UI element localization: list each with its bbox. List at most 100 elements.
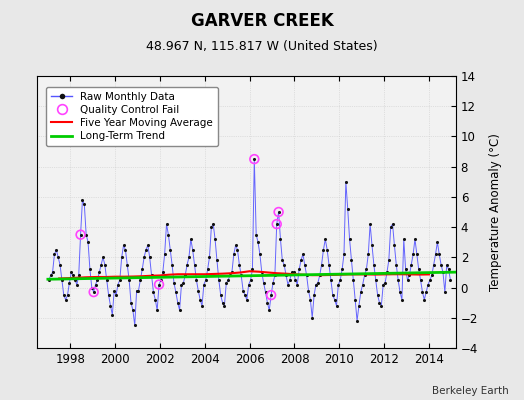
Point [336,277,344,283]
Point [56,262,64,268]
Point [71,277,79,283]
Point [246,277,255,283]
Point [422,289,430,295]
Point [133,287,141,294]
Point [224,277,232,283]
Point [323,246,331,253]
Point [117,254,126,260]
Text: GARVER CREEK: GARVER CREEK [191,12,333,30]
Point [374,292,382,298]
Point [405,272,413,279]
Point [248,266,257,273]
Point [114,281,122,288]
Point [377,302,386,309]
Point [241,292,249,298]
Point [78,197,86,203]
Point [101,262,109,268]
Point [74,272,83,279]
Point [245,281,253,288]
Point [433,239,442,246]
Text: Berkeley Earth: Berkeley Earth [432,386,508,396]
Point [275,209,283,215]
Point [319,246,328,253]
Point [420,296,429,303]
Point [299,251,307,258]
Point [379,281,387,288]
Point [82,232,90,238]
Point [357,289,365,295]
Point [52,246,60,253]
Point [381,280,389,286]
Point [209,221,217,227]
Point [172,289,180,295]
Point [119,242,128,248]
Point [190,262,199,268]
Point [110,287,118,294]
Point [396,289,404,295]
Point [219,300,227,306]
Point [134,287,143,294]
Point [295,266,303,273]
Point [155,281,163,288]
Point [189,246,197,253]
Point [108,312,116,318]
Point [73,281,81,288]
Point [91,281,100,288]
Point [192,277,201,283]
Point [136,277,145,283]
Point [325,262,333,268]
Point [125,277,133,283]
Point [232,242,240,248]
Point [431,251,440,258]
Point [77,232,85,238]
Point [403,277,412,283]
Point [215,277,223,283]
Point [388,221,397,227]
Point [95,269,103,276]
Text: 48.967 N, 115.817 W (United States): 48.967 N, 115.817 W (United States) [146,40,378,53]
Point [288,269,296,276]
Point [334,281,343,288]
Point [291,277,300,283]
Point [200,281,208,288]
Point [160,251,169,258]
Point [256,251,264,258]
Point [326,277,335,283]
Point [385,257,393,264]
Point [239,287,247,294]
Point [45,277,53,283]
Point [351,296,359,303]
Point [272,221,281,227]
Point [213,257,221,264]
Point [250,156,258,162]
Point [103,277,111,283]
Point [418,289,427,295]
Point [127,300,135,306]
Point [203,266,212,273]
Point [358,281,367,288]
Point [301,262,309,268]
Point [63,292,72,298]
Point [407,262,416,268]
Point [272,221,281,227]
Point [361,272,369,279]
Point [60,292,68,298]
Legend: Raw Monthly Data, Quality Control Fail, Five Year Moving Average, Long-Term Tren: Raw Monthly Data, Quality Control Fail, … [46,87,219,146]
Point [387,224,395,230]
Point [250,156,258,162]
Point [99,254,107,260]
Point [444,266,453,273]
Point [412,251,421,258]
Point [164,232,172,238]
Point [226,272,234,279]
Point [170,280,178,286]
Point [318,262,326,268]
Point [243,296,251,303]
Point [414,266,423,273]
Point [394,277,402,283]
Point [430,262,438,268]
Point [123,262,132,268]
Point [129,307,137,314]
Point [153,307,161,314]
Point [443,262,451,268]
